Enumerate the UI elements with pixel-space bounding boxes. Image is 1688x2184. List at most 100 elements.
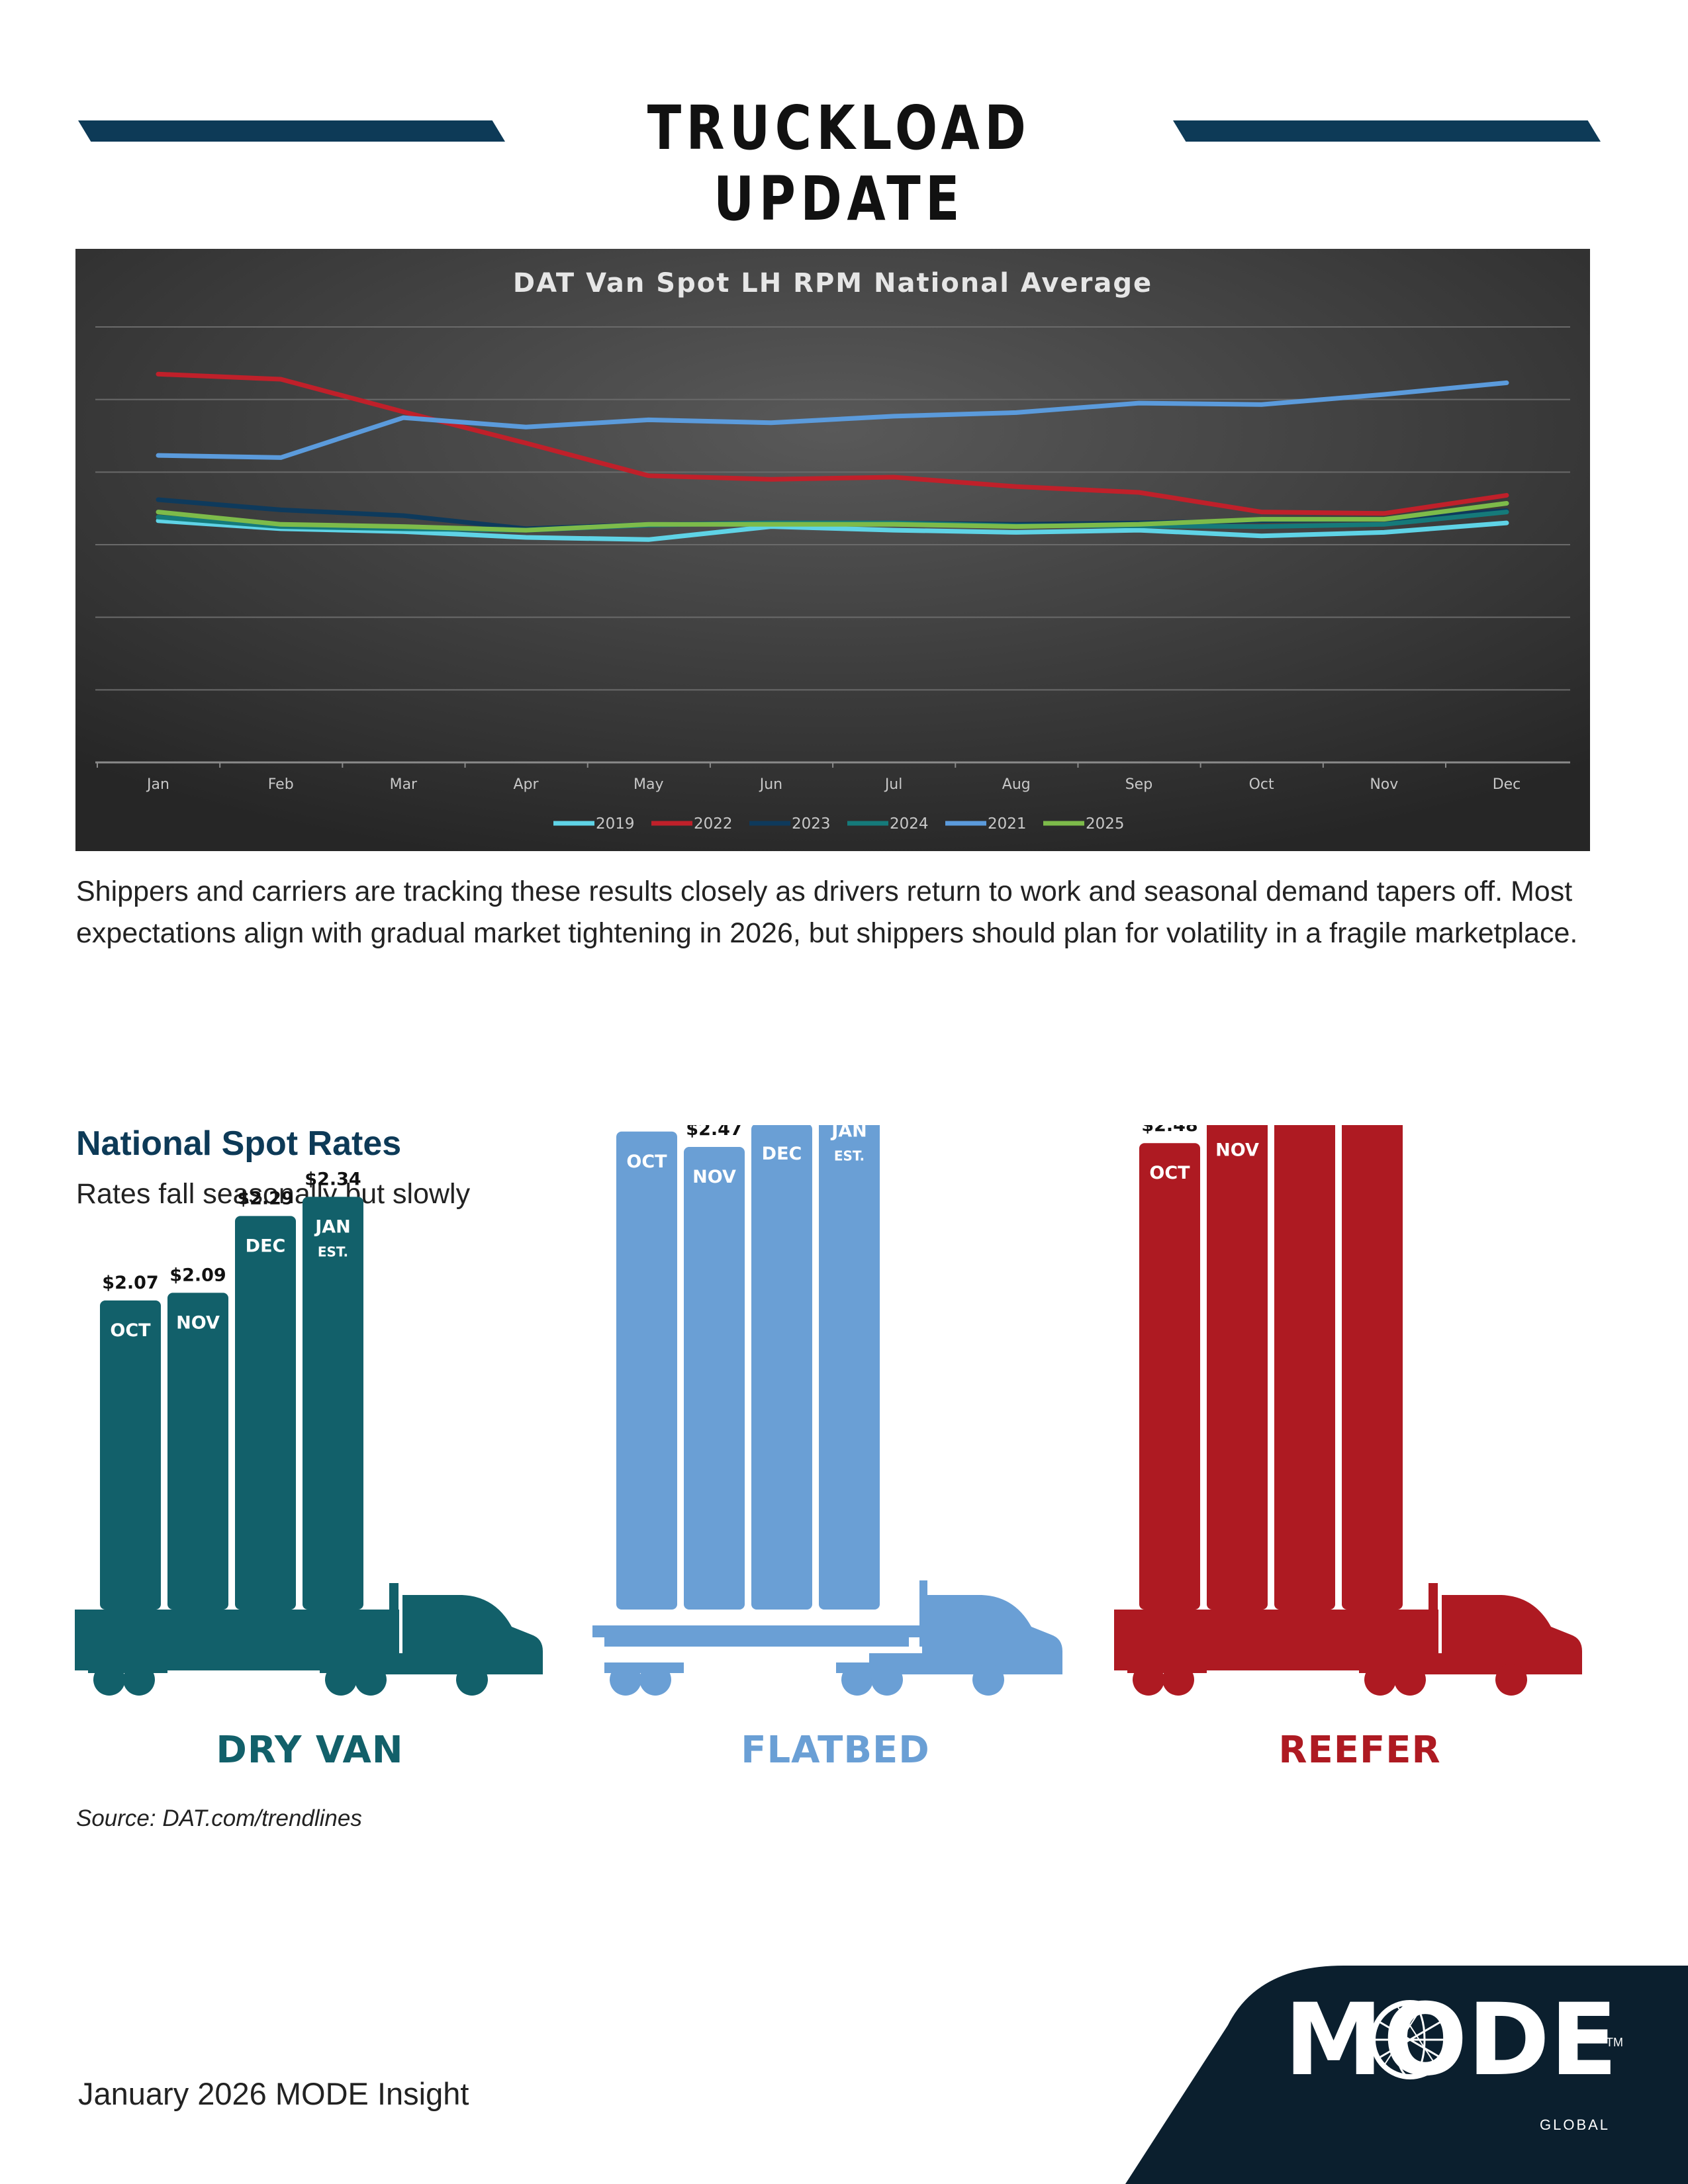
legend-item-2021: 2021 xyxy=(945,815,1027,833)
dry-van-truck: $2.07 OCT $2.09 NOV $2.29 DEC $2.34 JAN EST. xyxy=(75,1125,578,1721)
truck-silhouette xyxy=(1114,1583,1582,1696)
flatbed-label: FLATBED xyxy=(741,1729,930,1772)
bar-nov: $2.54NOV xyxy=(1207,1125,1268,1610)
bar-value-label: $2.09 xyxy=(169,1265,226,1285)
bar-rect xyxy=(1342,1125,1403,1610)
x-tick-label: Jul xyxy=(884,776,903,793)
bar-nov: $2.09 NOV xyxy=(167,1265,228,1610)
bar-value-label: $2.07 xyxy=(102,1273,158,1293)
series-line-2019 xyxy=(156,518,1509,542)
series-line-2021 xyxy=(156,380,1509,460)
series-line-2022 xyxy=(156,371,1509,516)
bar-note-label: EST. xyxy=(834,1148,865,1163)
bar-dec: $2.53DEC xyxy=(751,1125,812,1610)
bar-jan: $2.83JANEST. xyxy=(1342,1125,1403,1610)
logo-trademark: TM xyxy=(1606,2036,1623,2049)
body-paragraph: Shippers and carriers are tracking these… xyxy=(76,876,1578,949)
x-tick-label: Dec xyxy=(1493,776,1521,793)
bar-rect xyxy=(100,1300,161,1610)
bar-value-label: $2.48 xyxy=(1141,1125,1197,1136)
bar-rect xyxy=(235,1216,296,1610)
x-tick-label: Oct xyxy=(1249,776,1274,793)
header-bar-left xyxy=(78,120,505,142)
bar-category-label: JAN xyxy=(314,1216,351,1237)
page-title: TRUCKLOAD UPDATE xyxy=(647,93,1031,234)
bar-value-label: $2.47 xyxy=(686,1125,742,1140)
bar-rect xyxy=(303,1197,363,1610)
globe-icon xyxy=(1370,2000,1450,2079)
bar-rect xyxy=(1207,1125,1268,1610)
chart-background xyxy=(75,249,1590,851)
source-note: Source: DAT.com/trendlines xyxy=(76,1805,362,1831)
bar-category-label: DEC xyxy=(246,1236,286,1256)
bar-category-label: JAN xyxy=(830,1125,867,1141)
x-tick-label: May xyxy=(633,776,663,793)
bar-category-label: NOV xyxy=(176,1312,220,1333)
bar-oct: $2.48 OCT xyxy=(1139,1125,1200,1610)
bar-value-label: $2.29 xyxy=(237,1188,293,1208)
bar-value-label: $2.34 xyxy=(305,1169,361,1189)
x-tick-label: Apr xyxy=(514,776,539,793)
bar-rect xyxy=(751,1125,812,1610)
logo-subtitle: GLOBAL xyxy=(1540,2116,1611,2133)
bar-category-label: NOV xyxy=(692,1167,736,1187)
wheel xyxy=(972,1664,1004,1696)
truck-chart-svg: $2.07 OCT $2.09 NOV $2.29 DEC $2.34 JAN EST. xyxy=(75,1169,543,1696)
bar-rect xyxy=(1274,1125,1335,1610)
legend-item-2024: 2024 xyxy=(847,815,929,833)
line-chart-svg: DAT Van Spot LH RPM National Average Jan… xyxy=(75,249,1590,851)
legend-label: 2023 xyxy=(792,815,831,833)
dry-van-label: DRY VAN xyxy=(216,1729,404,1772)
bar-dec: $2.70DEC xyxy=(1274,1125,1335,1610)
x-tick-label: Mar xyxy=(390,776,418,793)
x-tick-label: Feb xyxy=(268,776,294,793)
wheel xyxy=(1495,1664,1527,1696)
series-line-2025 xyxy=(156,501,1509,533)
header-bar-right xyxy=(1173,120,1601,142)
bar-rect xyxy=(616,1131,677,1610)
x-tick-label: Nov xyxy=(1370,776,1398,793)
section-title: National Spot Rates xyxy=(76,1124,402,1163)
legend-item-2022: 2022 xyxy=(651,815,733,833)
legend-label: 2022 xyxy=(694,815,733,833)
legend-label: 2024 xyxy=(890,815,929,833)
bar-nov: $2.47 NOV xyxy=(684,1125,745,1610)
legend-label: 2021 xyxy=(988,815,1027,833)
truck-chart-svg: $2.48 OCT $2.54NOV$2.70DEC$2.83JANEST. xyxy=(1114,1125,1582,1696)
footer-text: January 2026 MODE Insight xyxy=(78,2076,469,2111)
reefer-truck: $2.48 OCT $2.54NOV$2.70DEC$2.83JANEST. xyxy=(1114,1125,1617,1721)
bar-dec: $2.29 DEC xyxy=(235,1188,296,1610)
legend-label: 2019 xyxy=(596,815,635,833)
x-tick-label: Jan xyxy=(146,776,169,793)
x-tick-label: Aug xyxy=(1002,776,1031,793)
wheel xyxy=(456,1664,488,1696)
bar-jan: $2.34 JAN EST. xyxy=(303,1169,363,1610)
truck-silhouette xyxy=(592,1580,1062,1696)
bar-oct: $2.51OCT xyxy=(616,1131,677,1610)
bar-rect xyxy=(684,1147,745,1610)
section-subtitle: Rates fall seasonally but slowly xyxy=(76,1178,471,1210)
footer-panel xyxy=(1125,1966,1688,2184)
bar-rect xyxy=(1139,1143,1200,1610)
legend-item-2019: 2019 xyxy=(553,815,635,833)
logo-wordmark: MODE xyxy=(1284,1983,1618,2098)
bar-rect xyxy=(167,1293,228,1610)
bar-jan: $2.59JANEST. xyxy=(819,1125,880,1610)
truck-silhouette xyxy=(75,1583,543,1696)
legend-item-2023: 2023 xyxy=(749,815,831,833)
bar-category-label: OCT xyxy=(110,1320,151,1341)
chart-title: DAT Van Spot LH RPM National Average xyxy=(513,268,1152,298)
legend-item-2025: 2025 xyxy=(1043,815,1125,833)
x-tick-label: Sep xyxy=(1125,776,1152,793)
bar-rect xyxy=(819,1125,880,1610)
legend-label: 2025 xyxy=(1086,815,1125,833)
bar-category-label: NOV xyxy=(1215,1140,1259,1160)
bar-category-label: OCT xyxy=(1149,1163,1190,1183)
x-tick-label: Jun xyxy=(759,776,782,793)
bar-oct: $2.07 OCT xyxy=(100,1273,161,1610)
line-chart: DAT Van Spot LH RPM National Average Jan… xyxy=(75,249,1590,851)
bar-category-label: OCT xyxy=(626,1152,667,1172)
reefer-label: REEFER xyxy=(1278,1729,1441,1772)
